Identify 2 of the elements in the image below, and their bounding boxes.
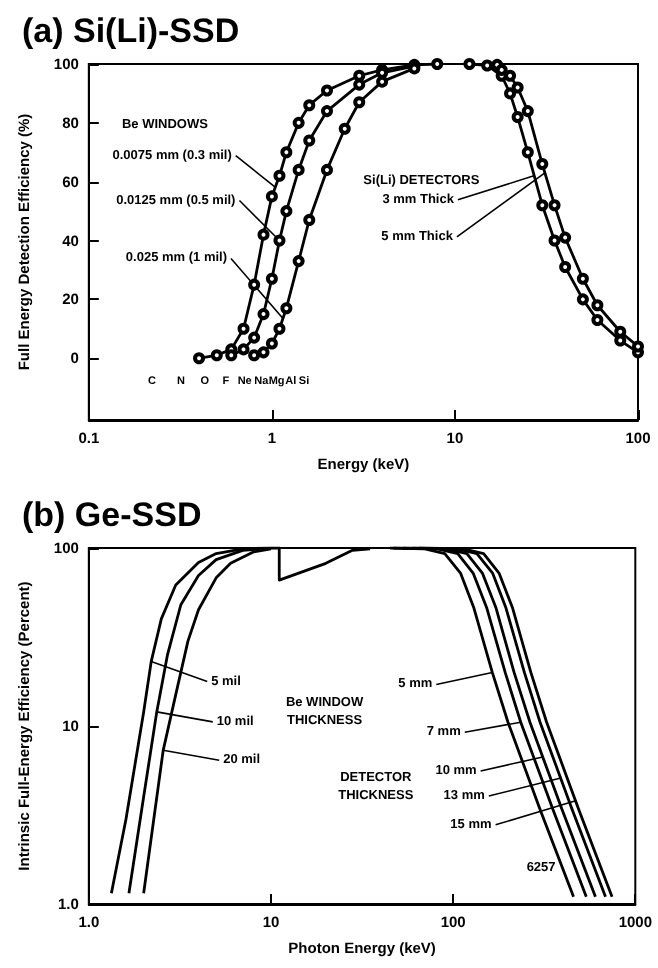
chart-title: (a) Si(Li)-SSD: [22, 12, 240, 50]
chart-title: (b) Ge-SSD: [22, 496, 202, 534]
